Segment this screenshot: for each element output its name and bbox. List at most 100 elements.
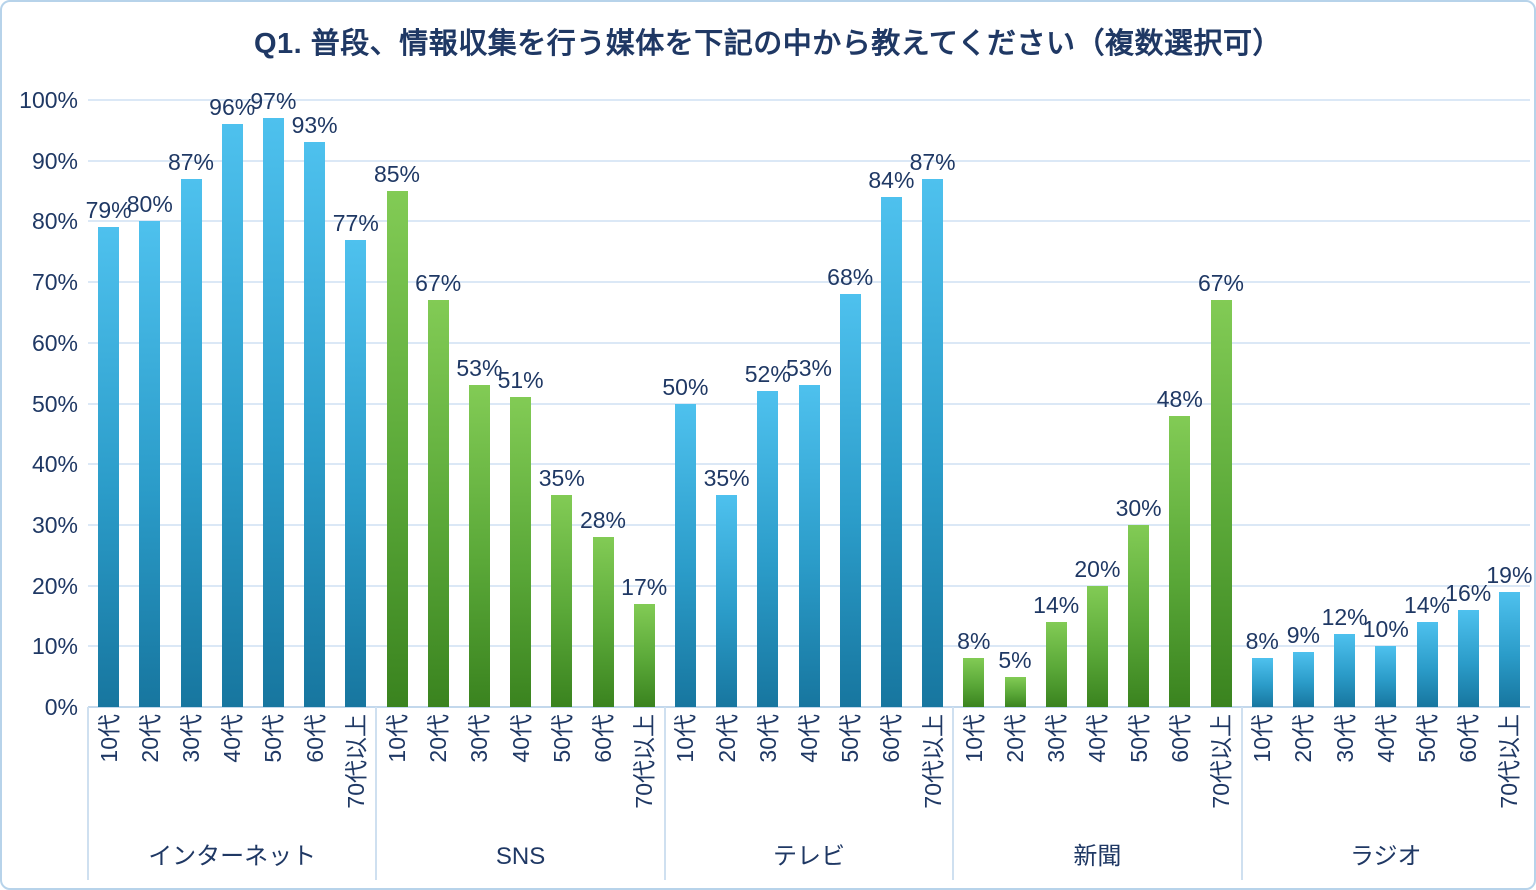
bar-テレビ-50代: [839, 294, 861, 707]
x-axis-category-label: 40代: [1372, 714, 1399, 763]
bar-テレビ-20代: [716, 494, 738, 707]
group-label-テレビ: テレビ: [772, 843, 845, 870]
group-separator: [1240, 707, 1243, 880]
bar-value-label: 48%: [1156, 385, 1203, 412]
group-label-ラジオ: ラジオ: [1350, 843, 1422, 870]
bar-インターネット-60代: [304, 142, 326, 707]
bar-value-label: 87%: [909, 148, 956, 175]
bar-インターネット-50代: [262, 118, 284, 707]
bar-value-label: 5%: [998, 646, 1032, 673]
bar-テレビ-60代: [880, 197, 902, 707]
y-axis-tick-label: 30%: [31, 511, 78, 538]
bar-value-label: 12%: [1321, 604, 1368, 631]
x-axis-category-label: 20代: [1002, 714, 1028, 763]
bar-value-label: 35%: [538, 464, 585, 491]
y-axis-tick-label: 100%: [19, 87, 78, 113]
y-axis-tick-label: 50%: [31, 390, 78, 417]
bar-value-label: 16%: [1445, 579, 1492, 606]
x-axis-category-label: 60代: [301, 714, 328, 763]
y-axis-tick-label: 90%: [31, 147, 78, 174]
bar-テレビ-40代: [798, 385, 820, 707]
y-axis-tick-label: 60%: [31, 329, 78, 356]
bar-value-label: 10%: [1362, 616, 1409, 643]
bar-ラジオ-40代: [1375, 646, 1397, 707]
bar-value-label: 14%: [1403, 592, 1451, 619]
gridline: [88, 220, 1530, 223]
bar-新聞-10代: [963, 658, 985, 707]
y-axis-tick-label: 20%: [31, 572, 78, 599]
x-axis-category-label: 20代: [425, 714, 452, 763]
x-axis-category-label: 70代以上: [1496, 714, 1523, 809]
bar-value-label: 67%: [415, 270, 462, 297]
bar-新聞-30代: [1045, 622, 1067, 707]
bar-SNS-70代以上: [633, 603, 655, 707]
gridline: [88, 281, 1530, 284]
x-axis-category-label: 20代: [136, 714, 163, 763]
bar-新聞-20代: [1004, 676, 1026, 707]
bar-新聞-40代: [1086, 585, 1108, 707]
bar-value-label: 84%: [868, 167, 915, 194]
x-axis-category-label: 60代: [1166, 714, 1193, 763]
x-axis-category-label: 10代: [384, 714, 410, 763]
x-axis-category-label: 20代: [1290, 714, 1317, 763]
y-axis-tick-label: 70%: [31, 269, 78, 296]
bar-テレビ-30代: [757, 391, 779, 707]
x-axis-category-label: 30代: [1331, 714, 1358, 763]
y-axis-tick-label: 0%: [44, 694, 78, 720]
bar-value-label: 35%: [703, 464, 750, 491]
bar-新聞-50代: [1128, 524, 1150, 707]
x-axis-category-label: 70代以上: [342, 714, 369, 809]
bar-インターネット-10代: [98, 227, 120, 707]
bar-value-label: 14%: [1033, 592, 1080, 619]
bar-value-label: 93%: [291, 112, 338, 139]
group-label-新聞: 新聞: [1073, 843, 1122, 870]
group-separator: [663, 707, 666, 880]
bar-value-label: 85%: [373, 161, 421, 188]
x-axis-line: [88, 706, 1530, 708]
x-axis-category-label: 10代: [960, 714, 987, 763]
bar-value-label: 68%: [827, 264, 874, 291]
x-axis-category-label: 10代: [1249, 714, 1276, 763]
x-axis-category-label: 60代: [878, 714, 905, 763]
bar-value-label: 9%: [1286, 622, 1321, 649]
x-axis-category-label: 50代: [1125, 714, 1152, 763]
x-axis-category-label: 40代: [219, 714, 246, 763]
x-axis-category-label: 10代: [672, 714, 699, 763]
bar-value-label: 67%: [1197, 270, 1245, 297]
bar-value-label: 53%: [456, 355, 503, 382]
bar-value-label: 19%: [1486, 561, 1533, 588]
bar-value-label: 8%: [1245, 628, 1279, 655]
x-axis-category-label: 50代: [1414, 714, 1440, 763]
y-axis-tick-label: 80%: [31, 208, 78, 235]
bar-value-label: 77%: [332, 209, 379, 236]
x-axis-category-label: 50代: [837, 714, 864, 763]
x-axis-category-label: 70代以上: [1208, 714, 1234, 809]
bar-value-label: 96%: [209, 94, 256, 121]
x-axis-category-label: 30代: [1043, 714, 1070, 763]
group-separator: [87, 707, 89, 880]
x-axis-category-label: 10代: [95, 714, 122, 763]
bar-SNS-20代: [427, 300, 449, 707]
x-axis-category-label: 30代: [466, 714, 493, 763]
bar-インターネット-20代: [139, 221, 161, 707]
bar-value-label: 87%: [167, 148, 215, 175]
bar-ラジオ-30代: [1334, 634, 1356, 707]
bar-value-label: 17%: [621, 573, 668, 600]
bar-value-label: 50%: [662, 373, 709, 400]
bar-value-label: 28%: [579, 507, 627, 534]
group-separator: [952, 707, 955, 880]
gridline: [88, 341, 1530, 344]
gridline: [88, 99, 1530, 101]
bar-新聞-70代以上: [1210, 300, 1232, 707]
bar-インターネット-40代: [221, 124, 243, 707]
bar-ラジオ-10代: [1251, 658, 1273, 707]
bar-ラジオ-20代: [1292, 652, 1314, 707]
x-axis-category-label: 40代: [507, 714, 534, 763]
bar-value-label: 97%: [250, 88, 297, 115]
x-axis-category-label: 60代: [590, 714, 616, 763]
x-axis-category-label: 50代: [548, 714, 575, 763]
bar-ラジオ-60代: [1457, 609, 1479, 707]
bar-テレビ-10代: [674, 403, 696, 707]
bar-value-label: 20%: [1074, 555, 1121, 582]
